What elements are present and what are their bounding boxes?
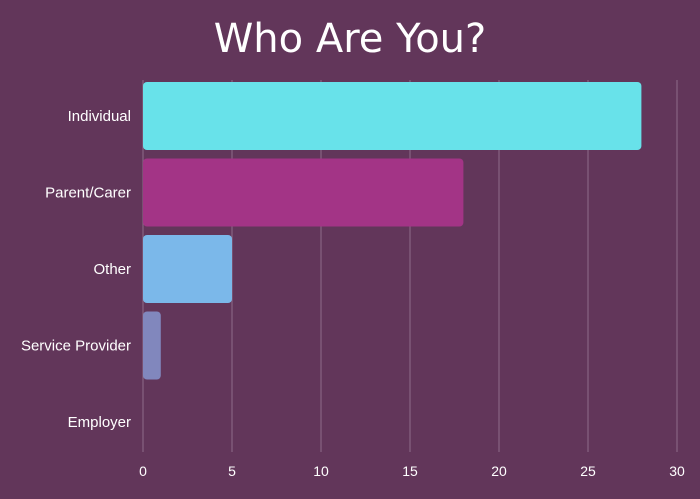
bar-individual xyxy=(143,82,642,150)
x-tick-label: 25 xyxy=(580,463,596,479)
bars xyxy=(143,82,642,380)
category-label: Other xyxy=(93,261,131,278)
bar-other xyxy=(143,235,232,303)
x-tick-label: 30 xyxy=(669,463,685,479)
x-tick-label: 10 xyxy=(313,463,329,479)
category-labels: Individual Parent/Carer Other Service Provi… xyxy=(21,108,131,431)
category-label: Parent/Carer xyxy=(45,185,131,202)
bar-service-provider xyxy=(143,311,161,380)
category-label: Individual xyxy=(68,108,131,125)
bar-parent-carer xyxy=(143,158,464,227)
chart-title: Who Are You? xyxy=(214,16,487,62)
x-tick-label: 5 xyxy=(228,463,236,479)
category-label: Service Provider xyxy=(21,338,131,355)
x-tick-label: 0 xyxy=(139,463,147,479)
x-axis-ticks: 0 5 10 15 20 25 30 xyxy=(139,463,685,479)
x-tick-label: 20 xyxy=(491,463,507,479)
category-label: Employer xyxy=(68,414,131,431)
x-tick-label: 15 xyxy=(402,463,418,479)
